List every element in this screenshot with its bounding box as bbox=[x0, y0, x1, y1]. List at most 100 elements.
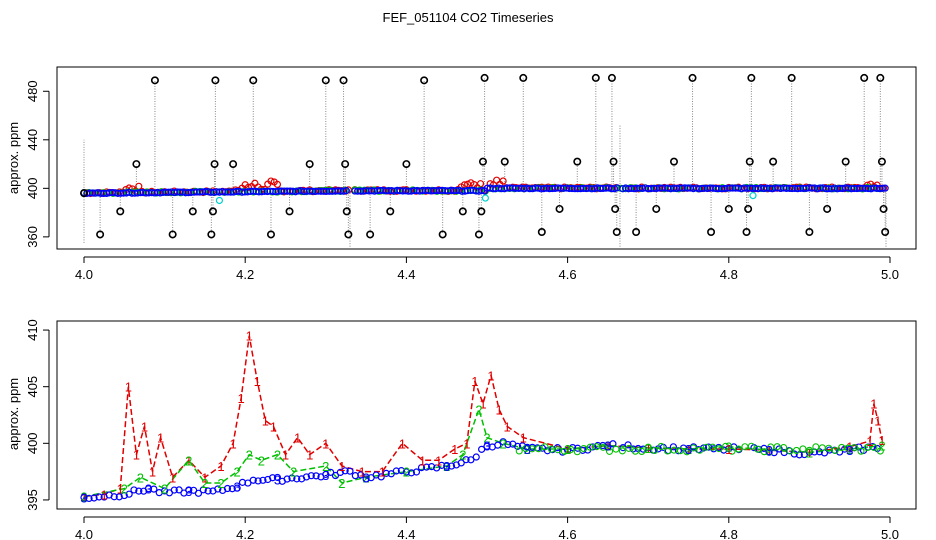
series-1-label: 1 bbox=[169, 470, 176, 485]
bottom-ylabel: approx. ppm bbox=[6, 378, 21, 450]
spike-point bbox=[860, 73, 869, 82]
series-1-label: 1 bbox=[217, 459, 224, 474]
bottom-x-axis: 4.0 4.2 4.4 4.6 4.8 5.0 bbox=[75, 516, 899, 540]
series-3-point bbox=[135, 487, 143, 495]
series-3-point bbox=[362, 475, 370, 483]
top-panel: approx. ppm 4.0 4.2 4.4 4.6 4.8 5.0 360 400 440… bbox=[6, 66, 917, 282]
series-3-point bbox=[307, 472, 315, 480]
series-2-point bbox=[683, 448, 691, 456]
series-1-label: 1 bbox=[201, 470, 208, 485]
bottom-y-tick-label: 405 bbox=[25, 376, 40, 398]
blue-circle bbox=[342, 187, 350, 195]
series-3-point bbox=[194, 489, 203, 497]
series-3-point bbox=[336, 468, 344, 477]
spike-point bbox=[478, 157, 487, 166]
series-2-point bbox=[599, 443, 607, 451]
spike-point bbox=[537, 228, 546, 237]
series-1-label: 1 bbox=[246, 329, 253, 344]
blue-circle bbox=[881, 184, 889, 192]
spike-point bbox=[707, 228, 716, 237]
series-2-point bbox=[696, 446, 704, 454]
series-2-point bbox=[754, 445, 762, 453]
series-2-point bbox=[541, 443, 549, 451]
series-2-label: 2 bbox=[685, 442, 692, 457]
series-2-label: 2 bbox=[765, 443, 772, 458]
series-3-point bbox=[302, 473, 311, 481]
series-2-label: 2 bbox=[121, 482, 128, 497]
series-2-point bbox=[618, 447, 626, 455]
spike-point bbox=[612, 228, 621, 237]
series-2-label: 2 bbox=[459, 448, 466, 463]
series-2-point bbox=[734, 445, 743, 453]
series-1-label: 1 bbox=[358, 465, 365, 480]
series-3-point bbox=[478, 445, 486, 453]
red-circle bbox=[115, 188, 124, 196]
series-2-label: 2 bbox=[338, 476, 345, 491]
series-3-point bbox=[397, 467, 405, 475]
series-2-label: 2 bbox=[362, 470, 369, 485]
series-2-point bbox=[651, 446, 659, 454]
red-circle bbox=[493, 176, 501, 184]
series-1-label: 1 bbox=[338, 459, 345, 474]
series-3-point bbox=[382, 469, 390, 477]
series-3-label: 3 bbox=[80, 491, 87, 506]
series-3-point bbox=[283, 475, 291, 483]
top-data-marks bbox=[80, 73, 890, 247]
series-3-point bbox=[869, 442, 877, 451]
bottom-x-tick-label: 4.0 bbox=[75, 527, 93, 540]
spike-point bbox=[266, 230, 275, 239]
series-3-label: 3 bbox=[362, 470, 369, 485]
spike-point bbox=[474, 230, 483, 239]
spike-point bbox=[168, 230, 177, 239]
series-1-label: 1 bbox=[846, 440, 853, 455]
series-3-point bbox=[254, 477, 262, 485]
series-1-label: 1 bbox=[117, 482, 124, 497]
series-3-point bbox=[293, 475, 301, 483]
series-2-label: 2 bbox=[80, 490, 87, 505]
series-3-point bbox=[269, 474, 277, 482]
series-3-point bbox=[467, 456, 475, 464]
spike-point bbox=[744, 204, 753, 213]
series-2-point bbox=[567, 445, 575, 453]
top-x-tick-label: 4.0 bbox=[75, 267, 93, 282]
spike-point bbox=[841, 157, 850, 166]
spike-point bbox=[519, 73, 528, 82]
series-1-label: 1 bbox=[725, 442, 732, 457]
spike-point bbox=[879, 204, 888, 213]
series-3-point bbox=[204, 487, 212, 495]
spike-point bbox=[342, 207, 351, 216]
series-3-point bbox=[233, 484, 241, 492]
series-1-label: 1 bbox=[685, 442, 692, 457]
series-1-label: 1 bbox=[262, 414, 269, 429]
spike-point bbox=[724, 204, 733, 213]
top-x-tick-label: 4.6 bbox=[559, 267, 577, 282]
series-3-point bbox=[604, 443, 612, 451]
spike-point bbox=[477, 207, 486, 216]
series-3-point bbox=[669, 443, 677, 451]
top-y-tick-label: 440 bbox=[25, 129, 40, 151]
main-title: FEF_051104 CO2 Timeseries bbox=[383, 10, 554, 25]
bottom-x-tick-label: 4.6 bbox=[559, 527, 577, 540]
series-2-label: 2 bbox=[322, 459, 329, 474]
bottom-x-tick-label: 4.4 bbox=[397, 527, 415, 540]
bottom-x-tick-label: 4.8 bbox=[720, 527, 738, 540]
spike-point bbox=[438, 230, 447, 239]
series-3-label: 3 bbox=[765, 443, 772, 458]
series-2-point bbox=[825, 444, 833, 452]
series-2-label: 2 bbox=[246, 448, 253, 463]
series-2-label: 2 bbox=[258, 453, 265, 468]
series-3-point bbox=[125, 490, 133, 498]
series-3-label: 3 bbox=[685, 442, 692, 457]
series-2-point bbox=[554, 446, 562, 454]
spike-point bbox=[632, 228, 641, 237]
series-3-point bbox=[417, 463, 426, 472]
spike-point bbox=[500, 157, 509, 166]
series-1-label: 1 bbox=[238, 391, 245, 406]
series-3-label: 3 bbox=[846, 443, 853, 458]
spike-point bbox=[688, 73, 697, 82]
top-x-tick-label: 4.2 bbox=[236, 267, 254, 282]
series-2-label: 2 bbox=[483, 431, 490, 446]
series-3-point bbox=[144, 485, 153, 493]
spike-point bbox=[249, 76, 258, 85]
